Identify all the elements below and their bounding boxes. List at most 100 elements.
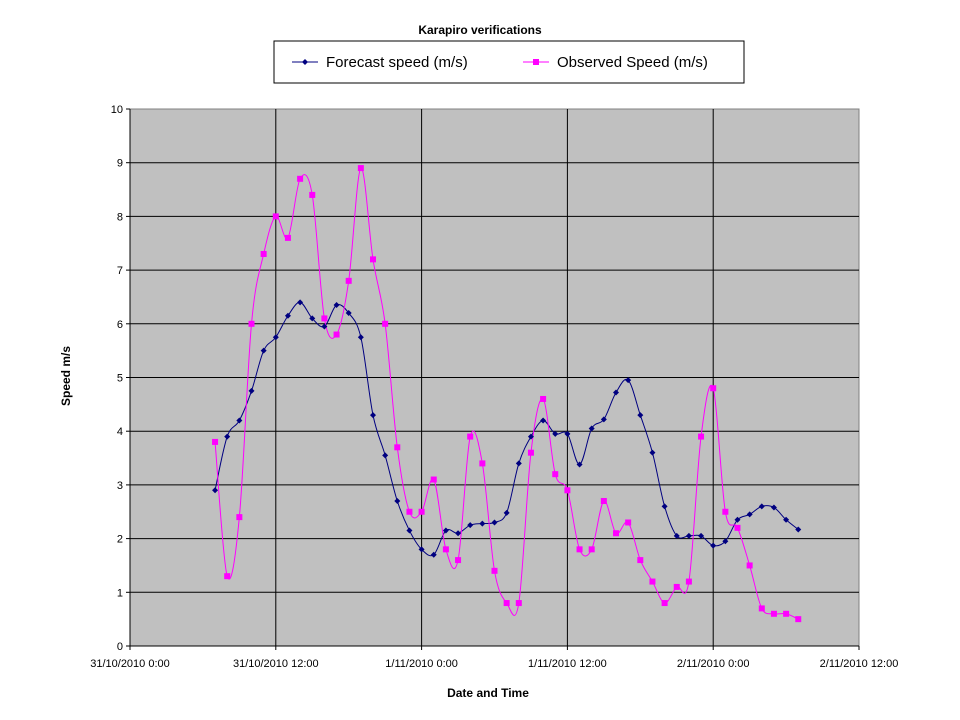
forecast-point: [685, 532, 692, 539]
y-tick-label: 8: [117, 211, 123, 223]
forecast-point: [710, 542, 717, 549]
observed-point: [710, 385, 717, 392]
forecast-point: [248, 387, 255, 394]
forecast-point: [345, 310, 352, 317]
forecast-point: [527, 433, 534, 440]
observed-point: [503, 600, 510, 607]
forecast-point: [734, 516, 741, 523]
forecast-point: [649, 449, 656, 456]
observed-point: [698, 433, 705, 440]
observed-point: [345, 277, 352, 284]
forecast-point: [297, 299, 304, 306]
forecast-point: [394, 498, 401, 505]
forecast-point: [515, 460, 522, 467]
observed-point: [455, 557, 462, 564]
legend-label-forecast: Forecast speed (m/s): [326, 54, 468, 71]
forecast-point: [272, 334, 279, 341]
observed-point: [430, 476, 437, 483]
observed-point: [576, 546, 583, 553]
y-tick-label: 10: [111, 104, 123, 116]
forecast-point: [722, 538, 729, 545]
forecast-point: [783, 516, 790, 523]
observed-point: [649, 578, 656, 585]
series-markers: [212, 165, 802, 623]
y-tick-label: 1: [117, 587, 123, 599]
observed-point: [685, 578, 692, 585]
observed-point: [272, 213, 279, 220]
observed-point: [224, 573, 231, 580]
forecast-point: [236, 417, 243, 424]
observed-point: [491, 567, 498, 574]
forecast-point: [382, 452, 389, 459]
observed-point: [442, 546, 449, 553]
forecast-point: [588, 425, 595, 432]
observed-point: [406, 508, 413, 515]
x-tick-label: 1/11/2010 12:00: [528, 658, 607, 670]
forecast-point: [479, 520, 486, 527]
chart-title: Karapiro verifications: [418, 23, 542, 37]
legend-label-observed: Observed Speed (m/s): [557, 54, 708, 71]
observed-point: [734, 524, 741, 531]
forecast-point: [770, 504, 777, 511]
forecast-point: [224, 433, 231, 440]
forecast-point: [430, 551, 437, 558]
observed-point: [795, 616, 802, 623]
forecast-point: [673, 532, 680, 539]
x-axis-ticks: 31/10/2010 0:00 31/10/2010 12:00 1/11/2010…: [90, 645, 899, 670]
y-tick-label: 3: [117, 480, 123, 492]
observed-point: [212, 438, 219, 445]
observed-point: [613, 530, 619, 537]
forecast-point: [455, 530, 462, 537]
forecast-point: [576, 461, 583, 468]
observed-point: [479, 460, 486, 467]
forecast-point: [212, 487, 219, 494]
forecast-point: [357, 334, 364, 341]
observed-point: [248, 320, 255, 327]
forecast-point: [795, 526, 802, 533]
y-axis-title: Speed m/s: [59, 346, 73, 406]
observed-point: [370, 256, 376, 263]
observed-point: [758, 605, 765, 612]
observed-point: [309, 191, 316, 198]
y-tick-label: 4: [117, 426, 123, 438]
observed-point: [673, 583, 680, 590]
legend-marker-forecast: [302, 59, 308, 65]
observed-point: [746, 562, 753, 569]
observed-point: [564, 487, 571, 494]
forecast-point: [758, 503, 765, 510]
legend-box: [273, 40, 745, 84]
observed-point: [552, 471, 559, 478]
forecast-point: [600, 416, 607, 423]
forecast-point: [746, 511, 753, 518]
forecast-point: [309, 315, 316, 322]
forecast-point: [321, 323, 328, 330]
y-tick-label: 9: [117, 158, 123, 170]
observed-point: [284, 234, 291, 241]
forecast-point: [406, 527, 413, 534]
x-tick-label: 31/10/2010 12:00: [233, 658, 319, 670]
observed-point: [600, 498, 607, 505]
forecast-point: [564, 430, 571, 437]
forecast-point: [503, 509, 510, 516]
observed-point: [297, 175, 304, 182]
observed-point: [770, 610, 777, 617]
forecast-point: [540, 417, 547, 424]
forecast-point: [637, 412, 644, 419]
observed-point: [467, 433, 474, 440]
observed-point: [588, 546, 595, 553]
observed-point: [418, 508, 425, 515]
forecast-point: [333, 302, 340, 309]
x-tick-label: 31/10/2010 0:00: [90, 658, 170, 670]
observed-point: [625, 519, 632, 526]
forecast-point: [698, 532, 705, 539]
y-tick-label: 0: [117, 641, 123, 653]
observed-point: [722, 508, 729, 515]
y-tick-label: 5: [117, 373, 123, 385]
forecast-point: [491, 519, 498, 526]
x-tick-label: 2/11/2010 12:00: [820, 658, 899, 670]
legend-marker-observed: [533, 59, 539, 65]
legend: Forecast speed (m/s) Observed Speed (m/s…: [273, 40, 745, 84]
y-tick-label: 2: [117, 534, 123, 546]
forecast-point: [625, 377, 632, 384]
